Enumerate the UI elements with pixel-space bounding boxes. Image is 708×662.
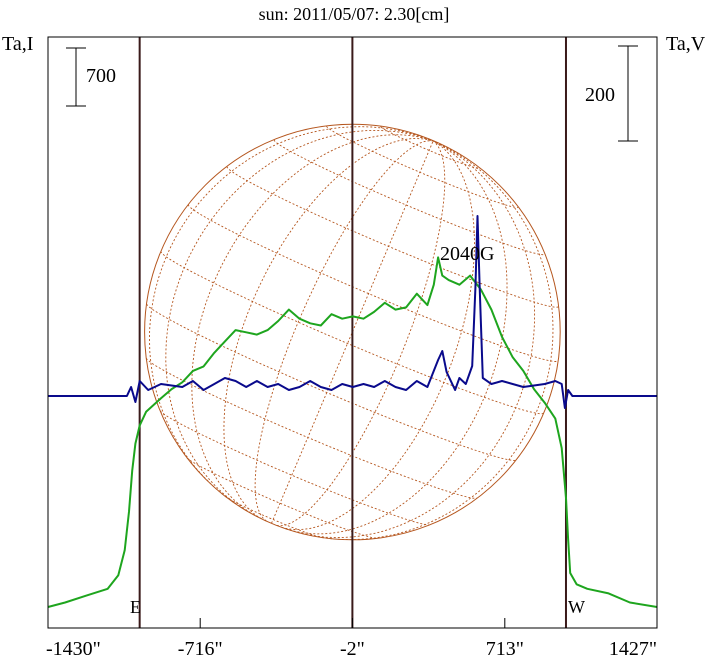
solar-disk-grid [144,123,561,541]
scale-bar-right [618,45,638,142]
chart-title: sun: 2011/05/07: 2.30[cm] [259,4,450,24]
longitude-line [191,134,434,518]
longitude-line [254,140,434,522]
latitude-line [380,126,481,170]
y-axis-right-label: Ta,V [666,33,706,55]
limb-label-east: E [130,597,141,617]
longitude-line [276,140,446,527]
latitude-line [225,496,323,539]
latitude-line [326,126,519,208]
longitude-line [281,140,475,531]
x-tick-label: 1427" [609,638,657,660]
x-tick-label: 713" [486,638,524,660]
latitude-line [186,457,378,539]
latitude-line [226,166,559,308]
limb-label-west: W [568,597,585,617]
longitude-line [165,129,434,512]
scale-bar-left-label: 700 [86,65,116,87]
latitude-line [145,357,478,499]
series-line-ta-i [47,256,658,608]
latitude-line [159,410,430,526]
longitude-line [285,140,508,535]
x-tick-label: -2" [340,638,365,660]
annotation-2040g: 2040G [440,243,494,265]
y-axis-left-label: Ta,I [2,33,33,55]
latitude-line [187,204,559,362]
limb-lines [138,37,567,628]
longitude-line [298,140,536,539]
longitude-line [223,138,434,520]
longitude-line [149,126,434,498]
longitude-line [321,140,554,541]
series-lines [47,215,658,608]
scale-bar-right-label: 200 [585,84,615,106]
x-axis-ticks: -1430" -716" -2" 713" 1427" [46,618,658,660]
x-tick-label: -716" [178,638,223,660]
series-line-ta-v [48,215,657,409]
scale-bar-left [66,47,86,107]
x-tick-label: -1430" [46,638,101,660]
latitude-line [273,139,546,256]
